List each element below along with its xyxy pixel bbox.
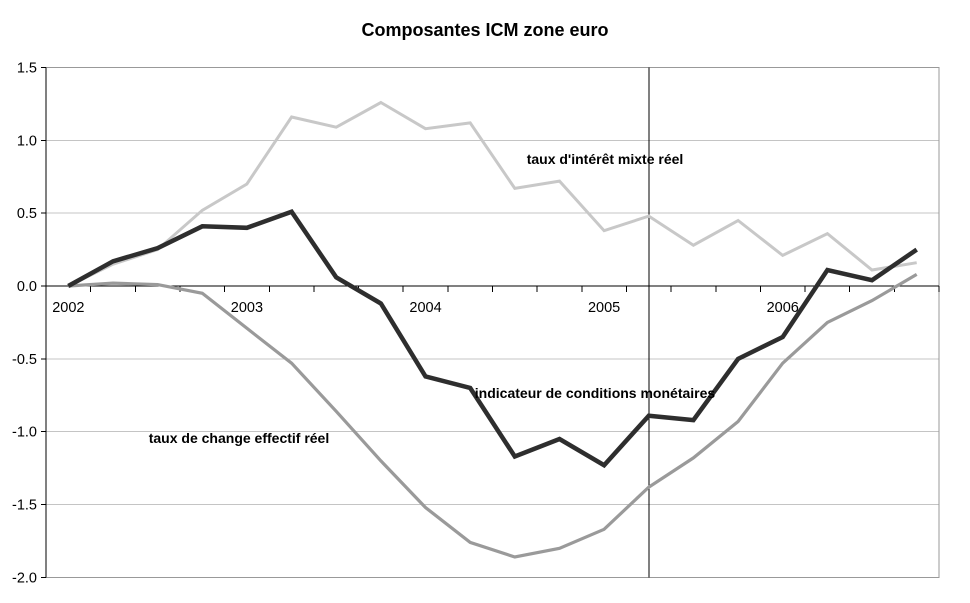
y-axis-label: -0.5 — [12, 352, 37, 368]
x-axis-label-2005: 2005 — [588, 300, 620, 316]
y-axis-label: 1.5 — [17, 61, 37, 77]
series-annotation-2: taux de change effectif réel — [149, 430, 330, 446]
x-axis-label-2004: 2004 — [409, 300, 441, 316]
x-axis-label-2003: 2003 — [231, 300, 263, 316]
y-axis-label: -1.5 — [12, 498, 37, 514]
series-line-0 — [67, 100, 917, 288]
series-line-1 — [68, 273, 918, 559]
y-axis-label: 1.0 — [17, 133, 37, 149]
series-annotation-0: taux d'intérêt mixte réel — [527, 151, 684, 167]
x-axis-label-2006: 2006 — [767, 300, 799, 316]
chart-title: Composantes ICM zone euro — [361, 20, 609, 40]
series-line-2 — [67, 208, 918, 469]
y-axis-label: 0.0 — [17, 279, 37, 295]
y-axis-label: 0.5 — [17, 206, 37, 222]
y-axis-label: -1.0 — [12, 425, 37, 441]
x-axis-label-2002: 2002 — [52, 300, 84, 316]
series-annotation-1: indicateur de conditions monétaires — [475, 385, 716, 401]
plot-border — [45, 67, 940, 578]
y-axis-label: -2.0 — [12, 570, 37, 586]
